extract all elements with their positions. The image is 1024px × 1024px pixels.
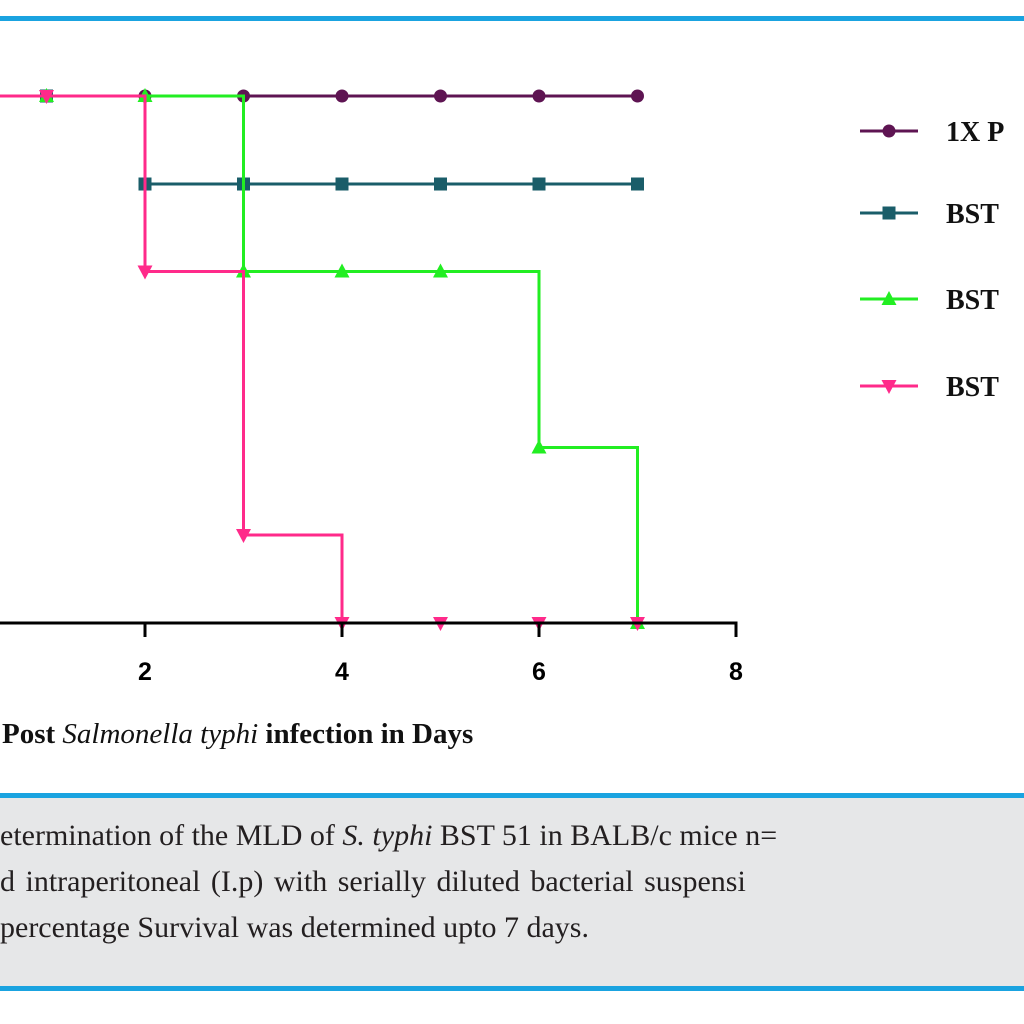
series-3-point-6 xyxy=(433,263,448,278)
legend-marker-2 xyxy=(882,206,896,220)
legend-marker-4 xyxy=(881,380,897,394)
caption-species-italic: S. typhi xyxy=(342,819,433,852)
series-4-point-3 xyxy=(137,265,153,280)
series-3-line xyxy=(0,94,639,623)
legend-label-1: 1X P xyxy=(946,117,1004,148)
series-layer xyxy=(0,88,645,631)
survival-chart: 2 4 6 8 1X P BST BST BST Post Salmonella typhi… xyxy=(0,88,1004,750)
series-1-point-8 xyxy=(631,89,644,103)
caption-top-border xyxy=(0,793,1024,798)
series-4-line xyxy=(0,94,638,625)
legend-label-3: BST xyxy=(946,285,999,316)
legend-item-2: BST xyxy=(860,199,999,230)
x-axis: 2 4 6 8 xyxy=(0,621,743,686)
series-4-point-2 xyxy=(39,90,54,104)
series-2-point-6 xyxy=(434,177,447,191)
x-tick-label-6: 6 xyxy=(532,658,546,686)
series-2-line xyxy=(0,94,638,186)
legend-label-4: BST xyxy=(946,372,999,403)
caption-line-2: d intraperitoneal (I.p) with serially di… xyxy=(0,865,746,898)
series-1-point-6 xyxy=(434,89,447,103)
legend-item-3: BST xyxy=(860,285,999,316)
caption-line-1-end: BST 51 in BALB/c mice n= xyxy=(432,819,778,852)
x-axis-title-part-3: infection in Days xyxy=(258,718,473,750)
series-4 xyxy=(0,90,645,631)
x-axis-title-part-2: Salmonella typhi xyxy=(62,718,258,750)
series-2-point-7 xyxy=(532,177,546,191)
x-tick-label-2: 2 xyxy=(138,658,152,686)
bottom-border-line xyxy=(0,986,1024,991)
series-2-point-8 xyxy=(631,177,644,191)
series-3-point-7 xyxy=(531,439,547,454)
caption-line-3: percentage Survival was determined upto … xyxy=(0,911,589,944)
legend-label-2: BST xyxy=(946,199,999,230)
series-1-point-7 xyxy=(532,89,546,103)
caption-line-1: etermination of the MLD of S. typhi BST … xyxy=(0,813,1024,859)
legend-item-1: 1X P xyxy=(860,117,1004,148)
x-tick-label-8: 8 xyxy=(729,658,743,686)
figure-caption: etermination of the MLD of S. typhi BST … xyxy=(0,813,1024,951)
legend-marker-3 xyxy=(881,291,897,305)
series-3 xyxy=(0,88,645,629)
x-tick-label-4: 4 xyxy=(335,658,349,686)
x-axis-title-part-1: Post xyxy=(2,718,62,750)
legend-item-4: BST xyxy=(860,372,999,403)
series-4-point-4 xyxy=(236,528,251,543)
top-border-line xyxy=(0,16,1024,21)
legend: 1X P BST BST BST xyxy=(860,117,1004,403)
legend-marker-1 xyxy=(882,124,896,138)
caption-box xyxy=(0,798,1024,988)
series-2-point-5 xyxy=(335,177,349,191)
series-2 xyxy=(0,89,644,191)
x-axis-title: Post Salmonella typhi infection in Days xyxy=(2,718,473,750)
series-3-point-5 xyxy=(334,263,350,278)
series-1-point-5 xyxy=(335,89,349,103)
caption-line-1-start: etermination of the MLD of xyxy=(0,819,343,852)
